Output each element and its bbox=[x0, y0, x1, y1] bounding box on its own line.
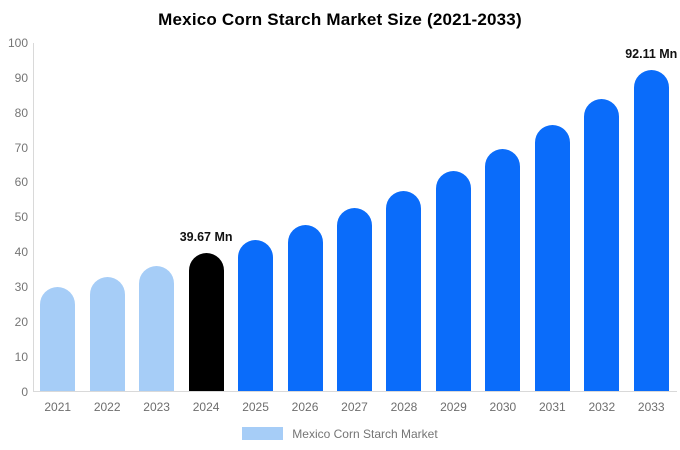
x-axis-line bbox=[33, 391, 677, 392]
bar-2031 bbox=[534, 125, 570, 392]
data-label-2033: 92.11 Mn bbox=[625, 47, 678, 62]
data-label-2024: 39.67 Mn bbox=[179, 230, 233, 245]
bar-2023 bbox=[139, 265, 175, 392]
y-axis-line bbox=[33, 43, 34, 392]
bar-2030 bbox=[485, 149, 521, 392]
bar-2029 bbox=[435, 170, 471, 392]
x-axis-label: 2032 bbox=[588, 399, 616, 414]
x-axis-label: 2033 bbox=[637, 399, 665, 414]
x-axis-label: 2027 bbox=[341, 399, 368, 414]
y-axis-label: 0 bbox=[21, 384, 28, 399]
y-axis-label: 20 bbox=[14, 314, 28, 329]
bar-2033 bbox=[633, 70, 669, 392]
legend-swatch bbox=[242, 427, 284, 440]
y-axis-label: 90 bbox=[14, 70, 28, 85]
x-axis-label: 2021 bbox=[44, 399, 72, 414]
y-axis-label: 10 bbox=[14, 349, 28, 364]
chart-title: Mexico Corn Starch Market Size (2021-203… bbox=[158, 10, 522, 29]
y-axis-label: 50 bbox=[14, 210, 28, 225]
x-axis-label: 2030 bbox=[489, 399, 517, 414]
x-axis-label: 2024 bbox=[192, 399, 220, 414]
x-axis-label: 2028 bbox=[390, 399, 418, 414]
x-axis-label: 2025 bbox=[242, 399, 269, 414]
y-axis-label: 100 bbox=[7, 36, 28, 50]
bar-2026 bbox=[287, 224, 323, 392]
bar-2027 bbox=[337, 208, 372, 392]
bar-2032 bbox=[584, 99, 620, 392]
y-axis-label: 80 bbox=[14, 105, 28, 120]
bar-2024 bbox=[188, 253, 224, 392]
x-axis-label: 2026 bbox=[291, 399, 319, 414]
y-axis-label: 60 bbox=[14, 175, 28, 190]
bar-2028 bbox=[386, 190, 422, 392]
y-axis-label: 40 bbox=[14, 245, 28, 260]
legend-label: Mexico Corn Starch Market bbox=[292, 426, 438, 441]
bar-2022 bbox=[89, 276, 125, 392]
y-axis-label: 30 bbox=[14, 279, 28, 294]
x-axis-label: 2023 bbox=[143, 399, 170, 414]
x-axis-label: 2029 bbox=[440, 399, 467, 414]
x-axis-label: 2031 bbox=[538, 399, 566, 414]
bar-2021 bbox=[40, 287, 76, 392]
legend: Mexico Corn Starch Market bbox=[0, 426, 680, 441]
x-axis-label: 2022 bbox=[93, 399, 121, 414]
y-axis-label: 70 bbox=[14, 140, 28, 155]
bar-2025 bbox=[238, 239, 274, 392]
